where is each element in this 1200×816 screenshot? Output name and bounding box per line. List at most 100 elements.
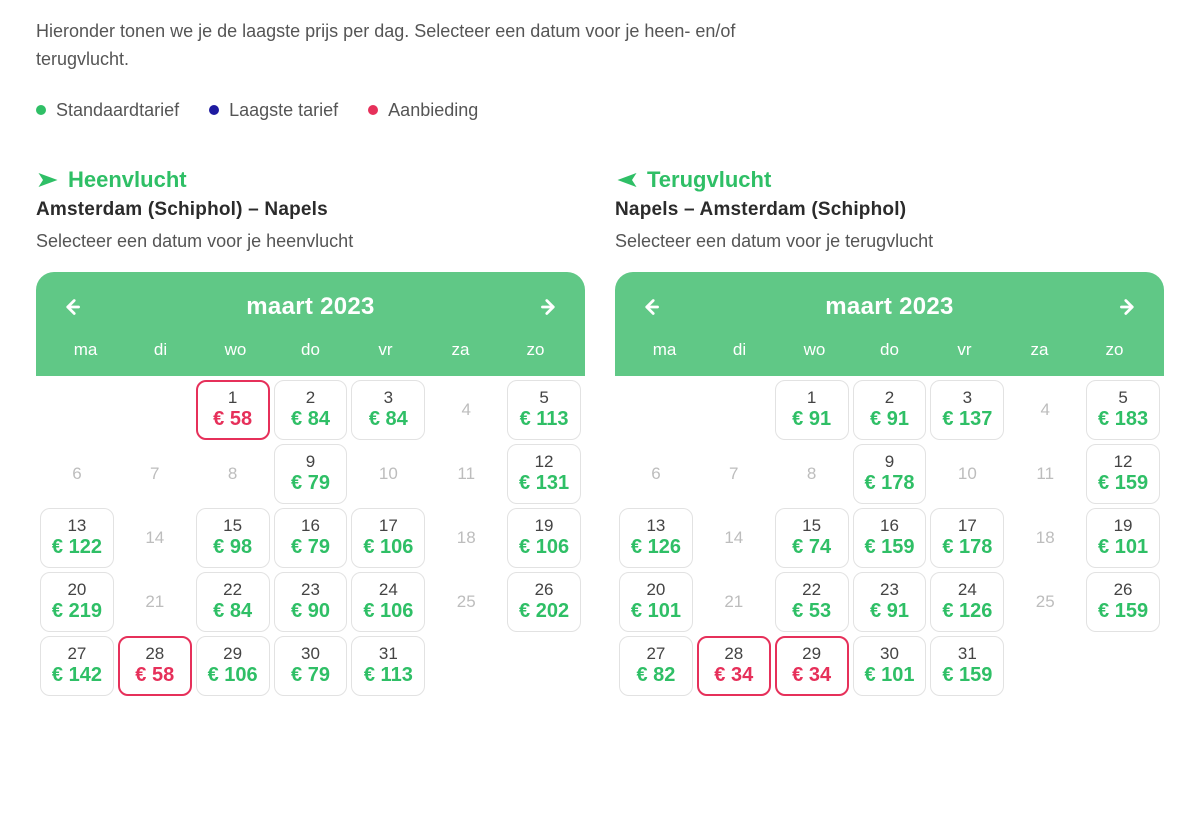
day-number: 14 [145, 528, 164, 548]
calendar-day[interactable]: 12€ 131 [507, 444, 581, 504]
weekday-header: zo [1077, 340, 1152, 360]
calendar-day-unavailable: 7 [118, 444, 192, 504]
day-price: € 219 [52, 600, 102, 623]
calendar-day[interactable]: 24€ 106 [351, 572, 425, 632]
blank-cell [697, 380, 771, 440]
outbound-panel: HeenvluchtAmsterdam (Schiphol) – NapelsS… [36, 167, 585, 700]
weekday-header: do [273, 340, 348, 360]
day-number: 5 [1118, 388, 1127, 408]
calendar-day[interactable]: 26€ 159 [1086, 572, 1160, 632]
day-number: 25 [457, 592, 476, 612]
day-price: € 113 [364, 664, 413, 687]
legend-lowest-label: Laagste tarief [229, 100, 338, 121]
day-number: 28 [145, 644, 164, 664]
next-month-button[interactable] [533, 290, 567, 324]
legend-standard: Standaardtarief [36, 100, 179, 121]
day-price: € 142 [52, 664, 102, 687]
panel-title-text: Terugvlucht [647, 167, 771, 193]
calendar-day[interactable]: 30€ 79 [274, 636, 348, 696]
calendar-day[interactable]: 1€ 91 [775, 380, 849, 440]
calendar: maart 2023 madiwodovrzazo1€ 912€ 913€ 13… [615, 272, 1164, 700]
return-panel: TerugvluchtNapels – Amsterdam (Schiphol)… [615, 167, 1164, 700]
blank-cell [40, 380, 114, 440]
day-price: € 106 [208, 664, 258, 687]
day-price: € 101 [1098, 536, 1148, 559]
day-price: € 91 [792, 408, 831, 431]
calendar-day[interactable]: 12€ 159 [1086, 444, 1160, 504]
calendar-day[interactable]: 17€ 178 [930, 508, 1004, 568]
weekday-header: ma [627, 340, 702, 360]
day-price: € 58 [213, 408, 252, 431]
calendar-day-unavailable: 7 [697, 444, 771, 504]
calendar-day[interactable]: 15€ 98 [196, 508, 270, 568]
plane-depart-icon [36, 168, 60, 192]
calendar-day[interactable]: 19€ 101 [1086, 508, 1160, 568]
calendar-grid: 1€ 582€ 843€ 8445€ 1136789€ 79101112€ 13… [36, 376, 585, 700]
calendar-day[interactable]: 29€ 106 [196, 636, 270, 696]
calendar-day[interactable]: 31€ 113 [351, 636, 425, 696]
calendar-day[interactable]: 20€ 219 [40, 572, 114, 632]
day-number: 13 [67, 516, 86, 536]
legend-offer-label: Aanbieding [388, 100, 478, 121]
calendar-day[interactable]: 2€ 84 [274, 380, 348, 440]
prev-month-button[interactable] [54, 290, 88, 324]
calendar-day[interactable]: 26€ 202 [507, 572, 581, 632]
day-number: 10 [958, 464, 977, 484]
calendar-day[interactable]: 9€ 178 [853, 444, 927, 504]
calendar-day[interactable]: 5€ 183 [1086, 380, 1160, 440]
calendar-day[interactable]: 29€ 34 [775, 636, 849, 696]
calendar-day[interactable]: 23€ 90 [274, 572, 348, 632]
calendar: maart 2023 madiwodovrzazo1€ 582€ 843€ 84… [36, 272, 585, 700]
day-number: 18 [457, 528, 476, 548]
calendar-day[interactable]: 24€ 126 [930, 572, 1004, 632]
day-number: 17 [379, 516, 398, 536]
calendar-day[interactable]: 16€ 79 [274, 508, 348, 568]
day-number: 3 [384, 388, 393, 408]
calendar-day-unavailable: 4 [1008, 380, 1082, 440]
calendar-day[interactable]: 16€ 159 [853, 508, 927, 568]
day-price: € 159 [942, 664, 992, 687]
day-price: € 106 [519, 536, 569, 559]
calendar-day-unavailable: 21 [697, 572, 771, 632]
legend-offer: Aanbieding [368, 100, 478, 121]
calendar-day[interactable]: 27€ 142 [40, 636, 114, 696]
day-number: 4 [461, 400, 470, 420]
blank-cell [118, 380, 192, 440]
calendar-day[interactable]: 13€ 122 [40, 508, 114, 568]
calendar-day[interactable]: 28€ 58 [118, 636, 192, 696]
calendar-day[interactable]: 23€ 91 [853, 572, 927, 632]
calendar-day[interactable]: 9€ 79 [274, 444, 348, 504]
weekday-header: wo [777, 340, 852, 360]
calendar-day[interactable]: 31€ 159 [930, 636, 1004, 696]
calendar-day[interactable]: 30€ 101 [853, 636, 927, 696]
calendar-day[interactable]: 3€ 84 [351, 380, 425, 440]
calendar-day[interactable]: 28€ 34 [697, 636, 771, 696]
day-number: 16 [301, 516, 320, 536]
calendar-day[interactable]: 1€ 58 [196, 380, 270, 440]
prev-month-button[interactable] [633, 290, 667, 324]
calendar-day[interactable]: 19€ 106 [507, 508, 581, 568]
calendar-day-unavailable: 6 [40, 444, 114, 504]
calendar-day[interactable]: 22€ 53 [775, 572, 849, 632]
calendar-day[interactable]: 17€ 106 [351, 508, 425, 568]
next-month-button[interactable] [1112, 290, 1146, 324]
calendar-day[interactable]: 20€ 101 [619, 572, 693, 632]
panel-title-text: Heenvlucht [68, 167, 187, 193]
calendar-day[interactable]: 27€ 82 [619, 636, 693, 696]
calendar-day[interactable]: 13€ 126 [619, 508, 693, 568]
calendar-day[interactable]: 3€ 137 [930, 380, 1004, 440]
day-number: 15 [802, 516, 821, 536]
day-price: € 137 [942, 408, 992, 431]
calendar-day[interactable]: 15€ 74 [775, 508, 849, 568]
calendar-day[interactable]: 2€ 91 [853, 380, 927, 440]
calendar-day-unavailable: 8 [775, 444, 849, 504]
calendar-day-unavailable: 21 [118, 572, 192, 632]
day-price: € 202 [519, 600, 569, 623]
panel-title: Heenvlucht [36, 167, 585, 193]
day-price: € 58 [135, 664, 174, 687]
calendar-day[interactable]: 22€ 84 [196, 572, 270, 632]
day-price: € 90 [291, 600, 330, 623]
instruction-text: Selecteer een datum voor je heenvlucht [36, 231, 585, 252]
calendar-day[interactable]: 5€ 113 [507, 380, 581, 440]
day-price: € 122 [52, 536, 102, 559]
